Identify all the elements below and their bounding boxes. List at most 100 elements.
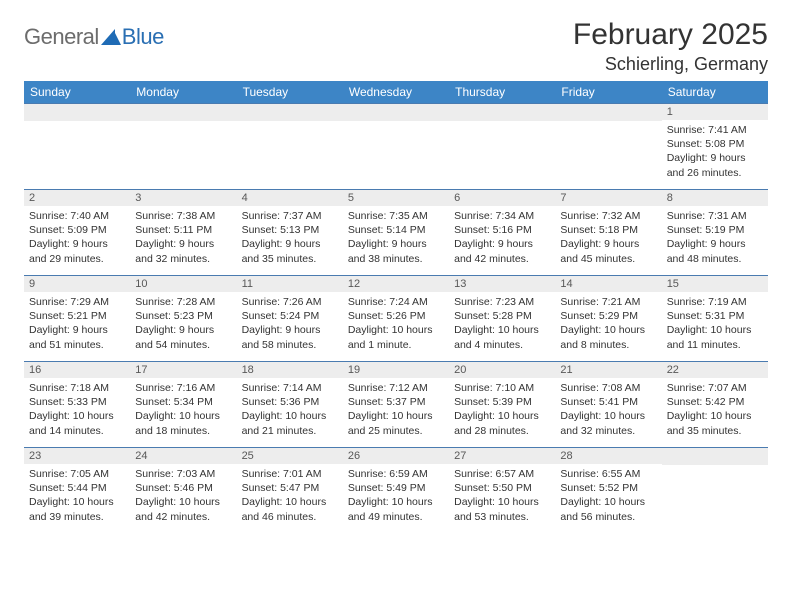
sunrise-text: Sunrise: 7:12 AM [348,381,444,395]
day-cell: 3Sunrise: 7:38 AMSunset: 5:11 PMDaylight… [130,190,236,276]
day-details: Sunrise: 7:21 AMSunset: 5:29 PMDaylight:… [555,292,661,356]
sunset-text: Sunset: 5:26 PM [348,309,444,323]
day-cell: 15Sunrise: 7:19 AMSunset: 5:31 PMDayligh… [662,276,768,362]
daylight-text: Daylight: 10 hours and 28 minutes. [454,409,550,437]
daylight-text: Daylight: 9 hours and 42 minutes. [454,237,550,265]
daylight-text: Daylight: 10 hours and 56 minutes. [560,495,656,523]
sunrise-text: Sunrise: 7:19 AM [667,295,763,309]
sunrise-text: Sunrise: 7:05 AM [29,467,125,481]
daylight-text: Daylight: 10 hours and 46 minutes. [242,495,338,523]
empty-day-number [343,104,449,121]
month-title: February 2025 [573,18,768,52]
daylight-text: Daylight: 10 hours and 8 minutes. [560,323,656,351]
day-number: 2 [24,190,130,206]
daylight-text: Daylight: 10 hours and 18 minutes. [135,409,231,437]
day-cell: 27Sunrise: 6:57 AMSunset: 5:50 PMDayligh… [449,448,555,534]
day-cell: 6Sunrise: 7:34 AMSunset: 5:16 PMDaylight… [449,190,555,276]
week-row: 9Sunrise: 7:29 AMSunset: 5:21 PMDaylight… [24,276,768,362]
day-number: 16 [24,362,130,378]
day-cell [130,104,236,190]
day-details: Sunrise: 7:40 AMSunset: 5:09 PMDaylight:… [24,206,130,270]
day-cell: 28Sunrise: 6:55 AMSunset: 5:52 PMDayligh… [555,448,661,534]
weekday-row: Sunday Monday Tuesday Wednesday Thursday… [24,81,768,104]
week-row: 23Sunrise: 7:05 AMSunset: 5:44 PMDayligh… [24,448,768,534]
day-number: 24 [130,448,236,464]
day-cell [237,104,343,190]
day-cell: 24Sunrise: 7:03 AMSunset: 5:46 PMDayligh… [130,448,236,534]
sunset-text: Sunset: 5:36 PM [242,395,338,409]
sunrise-text: Sunrise: 7:08 AM [560,381,656,395]
day-cell: 19Sunrise: 7:12 AMSunset: 5:37 PMDayligh… [343,362,449,448]
sunset-text: Sunset: 5:28 PM [454,309,550,323]
sunset-text: Sunset: 5:42 PM [667,395,763,409]
day-cell: 7Sunrise: 7:32 AMSunset: 5:18 PMDaylight… [555,190,661,276]
day-cell: 8Sunrise: 7:31 AMSunset: 5:19 PMDaylight… [662,190,768,276]
day-cell: 11Sunrise: 7:26 AMSunset: 5:24 PMDayligh… [237,276,343,362]
daylight-text: Daylight: 9 hours and 26 minutes. [667,151,763,179]
day-cell [24,104,130,190]
sunset-text: Sunset: 5:09 PM [29,223,125,237]
day-number: 27 [449,448,555,464]
day-number: 4 [237,190,343,206]
day-number: 1 [662,104,768,120]
day-number: 20 [449,362,555,378]
daylight-text: Daylight: 10 hours and 11 minutes. [667,323,763,351]
sunset-text: Sunset: 5:29 PM [560,309,656,323]
day-details: Sunrise: 7:38 AMSunset: 5:11 PMDaylight:… [130,206,236,270]
logo-triangle-icon [101,29,121,45]
sunrise-text: Sunrise: 7:24 AM [348,295,444,309]
day-details: Sunrise: 7:19 AMSunset: 5:31 PMDaylight:… [662,292,768,356]
day-cell: 16Sunrise: 7:18 AMSunset: 5:33 PMDayligh… [24,362,130,448]
week-row: 2Sunrise: 7:40 AMSunset: 5:09 PMDaylight… [24,190,768,276]
sunset-text: Sunset: 5:23 PM [135,309,231,323]
sunrise-text: Sunrise: 7:03 AM [135,467,231,481]
daylight-text: Daylight: 10 hours and 35 minutes. [667,409,763,437]
day-cell: 13Sunrise: 7:23 AMSunset: 5:28 PMDayligh… [449,276,555,362]
day-cell: 9Sunrise: 7:29 AMSunset: 5:21 PMDaylight… [24,276,130,362]
sunrise-text: Sunrise: 7:34 AM [454,209,550,223]
sunrise-text: Sunrise: 7:10 AM [454,381,550,395]
calendar-head: Sunday Monday Tuesday Wednesday Thursday… [24,81,768,104]
sunrise-text: Sunrise: 7:40 AM [29,209,125,223]
daylight-text: Daylight: 9 hours and 45 minutes. [560,237,656,265]
sunset-text: Sunset: 5:47 PM [242,481,338,495]
sunrise-text: Sunrise: 6:55 AM [560,467,656,481]
weekday-header: Friday [555,81,661,104]
logo: General Blue [24,18,164,50]
day-cell [449,104,555,190]
sunset-text: Sunset: 5:24 PM [242,309,338,323]
logo-text-general: General [24,24,99,50]
sunset-text: Sunset: 5:46 PM [135,481,231,495]
day-cell: 1Sunrise: 7:41 AMSunset: 5:08 PMDaylight… [662,104,768,190]
sunset-text: Sunset: 5:13 PM [242,223,338,237]
sunrise-text: Sunrise: 7:21 AM [560,295,656,309]
sunset-text: Sunset: 5:21 PM [29,309,125,323]
day-cell: 21Sunrise: 7:08 AMSunset: 5:41 PMDayligh… [555,362,661,448]
sunset-text: Sunset: 5:49 PM [348,481,444,495]
sunset-text: Sunset: 5:39 PM [454,395,550,409]
day-details: Sunrise: 7:29 AMSunset: 5:21 PMDaylight:… [24,292,130,356]
day-number: 26 [343,448,449,464]
sunrise-text: Sunrise: 7:37 AM [242,209,338,223]
daylight-text: Daylight: 10 hours and 49 minutes. [348,495,444,523]
daylight-text: Daylight: 9 hours and 51 minutes. [29,323,125,351]
daylight-text: Daylight: 9 hours and 48 minutes. [667,237,763,265]
sunset-text: Sunset: 5:52 PM [560,481,656,495]
day-number: 19 [343,362,449,378]
daylight-text: Daylight: 9 hours and 35 minutes. [242,237,338,265]
sunrise-text: Sunrise: 7:18 AM [29,381,125,395]
week-row: 1Sunrise: 7:41 AMSunset: 5:08 PMDaylight… [24,104,768,190]
day-details: Sunrise: 6:59 AMSunset: 5:49 PMDaylight:… [343,464,449,528]
day-details: Sunrise: 7:12 AMSunset: 5:37 PMDaylight:… [343,378,449,442]
sunset-text: Sunset: 5:11 PM [135,223,231,237]
daylight-text: Daylight: 10 hours and 21 minutes. [242,409,338,437]
day-cell: 12Sunrise: 7:24 AMSunset: 5:26 PMDayligh… [343,276,449,362]
empty-day-number [24,104,130,121]
empty-day-number [237,104,343,121]
sunset-text: Sunset: 5:16 PM [454,223,550,237]
day-cell [555,104,661,190]
calendar-page: General Blue February 2025 Schierling, G… [0,0,792,534]
day-cell: 23Sunrise: 7:05 AMSunset: 5:44 PMDayligh… [24,448,130,534]
day-details: Sunrise: 7:37 AMSunset: 5:13 PMDaylight:… [237,206,343,270]
day-details: Sunrise: 7:28 AMSunset: 5:23 PMDaylight:… [130,292,236,356]
